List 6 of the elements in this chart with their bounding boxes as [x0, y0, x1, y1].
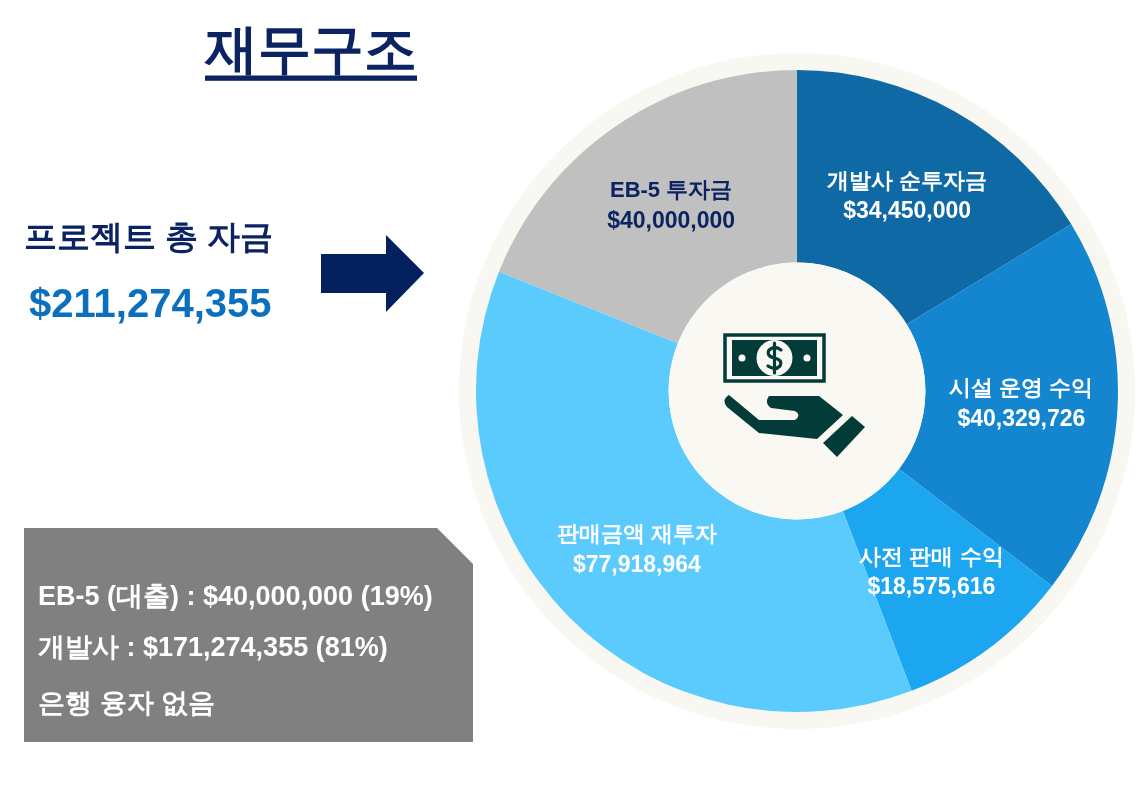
annotation: EB-5 (대출) : $40,000,000 (19%) [38, 581, 433, 611]
title: 재무구조 [205, 18, 417, 78]
annotation: 은행 융자 없음 [38, 688, 215, 718]
annotation: $211,274,355 [29, 281, 272, 325]
annotation: 개발사 : $171,274,355 (81%) [38, 632, 388, 662]
annotation: 프로젝트 총 자금 [24, 217, 274, 255]
